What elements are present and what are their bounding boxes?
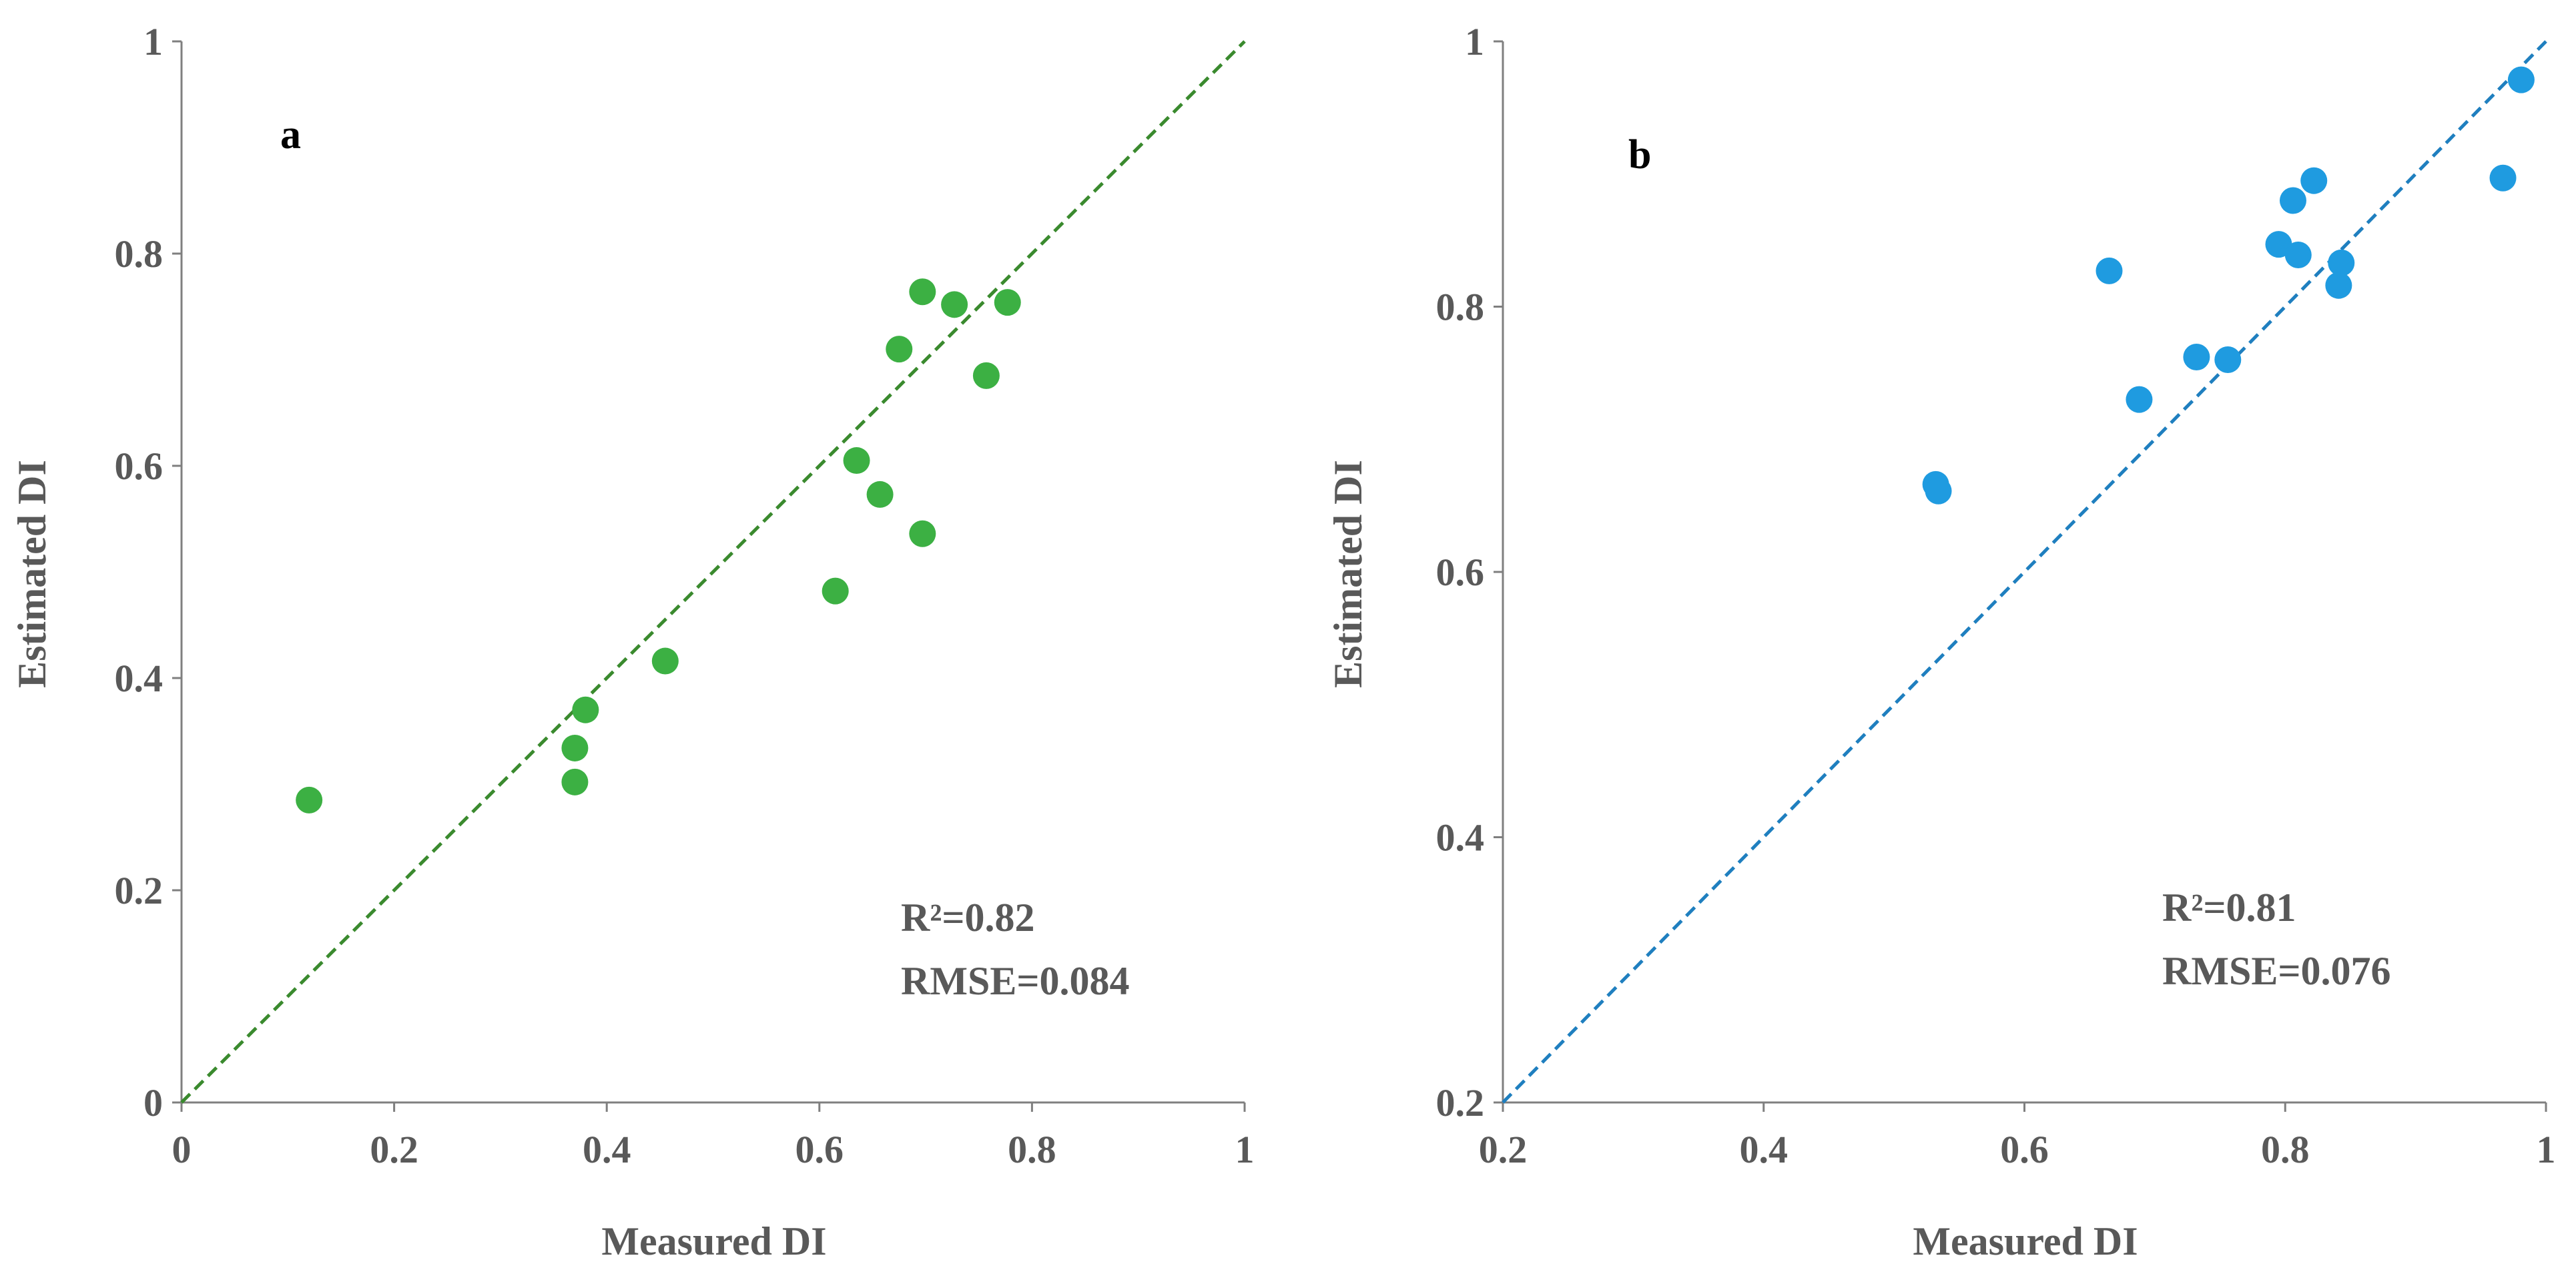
data-point [941,291,968,318]
data-point [2214,346,2242,373]
data-point [909,278,936,306]
x-tick-label: 0.2 [1479,1128,1528,1171]
data-point [2096,257,2123,284]
y-tick-label: 0.8 [1436,286,1485,329]
r-squared-annotation: R²=0.82 [901,896,1035,940]
x-tick-label: 0.2 [370,1128,418,1171]
data-point [822,577,849,605]
data-point [2126,386,2153,413]
data-point [843,447,870,474]
x-tick-label: 0.4 [1740,1128,1789,1171]
y-tick-label: 1 [1465,20,1484,63]
x-tick-label: 0 [172,1128,192,1171]
y-axis-title: Estimated DI [1326,460,1370,688]
y-tick-label: 0.6 [1436,551,1485,594]
one-to-one-line [180,40,1246,1104]
x-tick-label: 0.6 [2000,1128,2049,1171]
rmse-annotation: RMSE=0.076 [2162,949,2391,993]
panel-label: a [280,112,301,157]
data-point [651,647,679,675]
y-axis-title: Estimated DI [10,460,54,688]
x-tick-label: 1 [1235,1128,1255,1171]
x-tick-label: 0.4 [583,1128,631,1171]
y-tick-label: 0 [143,1081,163,1124]
data-point [2507,66,2535,93]
x-tick-label: 0.8 [1008,1128,1056,1171]
data-point [561,768,589,795]
data-point [886,336,913,363]
data-point [909,520,936,547]
y-tick-label: 0.8 [115,232,164,276]
x-tick-label: 1 [2537,1128,2556,1171]
data-point [2489,164,2517,192]
data-point [2284,241,2312,268]
rmse-annotation: RMSE=0.084 [901,959,1130,1003]
data-point [2328,249,2355,276]
y-tick-label: 0.4 [115,657,164,700]
x-tick-label: 0.8 [2261,1128,2310,1171]
scatter-panel-a: 0 0.2 0.4 0.6 0.8 1 0 0.2 0.4 0.6 0.8 1 a R²=0.82 RMSE… [10,20,1255,1263]
r-squared-annotation: R²=0.81 [2162,886,2296,930]
y-tick-label: 0.4 [1436,816,1485,860]
data-point [2325,272,2352,299]
panel-label: b [1628,132,1651,178]
data-point [2265,231,2292,258]
y-tick-label: 0.2 [115,869,164,912]
y-tick-label: 0.6 [115,444,164,488]
data-point [561,734,589,761]
x-axis-title: Measured DI [601,1219,826,1263]
data-point [2279,187,2306,214]
data-point [2183,344,2210,371]
data-point [1925,477,1952,505]
data-point [994,289,1021,316]
data-point [296,786,323,814]
y-tick-label: 0.2 [1436,1081,1485,1124]
x-tick-label: 0.6 [795,1128,844,1171]
x-axis-title: Measured DI [1913,1219,2138,1263]
one-to-one-line [1502,40,2547,1104]
data-point [972,362,1000,389]
data-point [866,480,894,508]
scatter-panel-b: 0.2 0.4 0.6 0.8 1 0.2 0.4 0.6 0.8 1 b R²=0.81 RMSE=0… [1326,20,2556,1263]
y-tick-label: 1 [143,20,163,63]
data-point [2300,167,2328,194]
data-point [572,696,599,723]
